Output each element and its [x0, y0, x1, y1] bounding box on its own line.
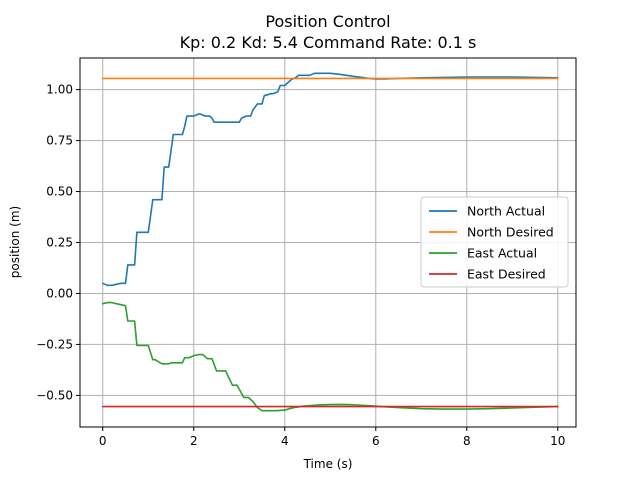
x-tick-label: 0 — [99, 434, 107, 448]
x-tick-label: 2 — [190, 434, 198, 448]
y-tick-label: 0.00 — [46, 286, 73, 300]
y-tick-label: 1.00 — [46, 83, 73, 97]
legend-label-north-actual: North Actual — [467, 204, 545, 219]
y-tick-label: 0.75 — [46, 134, 73, 148]
legend-label-east-actual: East Actual — [467, 246, 537, 261]
y-tick-label: −0.50 — [36, 388, 73, 402]
axis-ticks: 0 2 4 6 8 10 −0.50 −0.25 0.00 0.25 0.50 0.75 1.00 — [36, 83, 565, 448]
legend: North Actual North Desired East Actual East… — [420, 196, 569, 288]
series-line-east-actual — [102, 301, 559, 412]
x-axis-label: Time (s) — [303, 457, 353, 471]
y-tick-label: −0.25 — [36, 337, 73, 351]
series-line-north-actual — [102, 72, 559, 287]
legend-label-north-desired: North Desired — [467, 225, 554, 240]
chart-subtitle: Kp: 0.2 Kd: 5.4 Command Rate: 0.1 s — [180, 33, 477, 52]
x-tick-label: 10 — [550, 434, 565, 448]
plot-frame — [79, 57, 577, 428]
chart-title: Position Control — [265, 12, 390, 31]
y-tick-label: 0.50 — [46, 185, 73, 199]
x-tick-label: 8 — [463, 434, 471, 448]
y-tick-label: 0.25 — [46, 236, 73, 250]
y-axis-label: position (m) — [8, 206, 22, 278]
legend-box — [420, 196, 569, 288]
legend-label-east-desired: East Desired — [467, 267, 546, 282]
x-tick-label: 6 — [372, 434, 380, 448]
plot-series — [102, 72, 559, 412]
x-tick-label: 4 — [281, 434, 289, 448]
